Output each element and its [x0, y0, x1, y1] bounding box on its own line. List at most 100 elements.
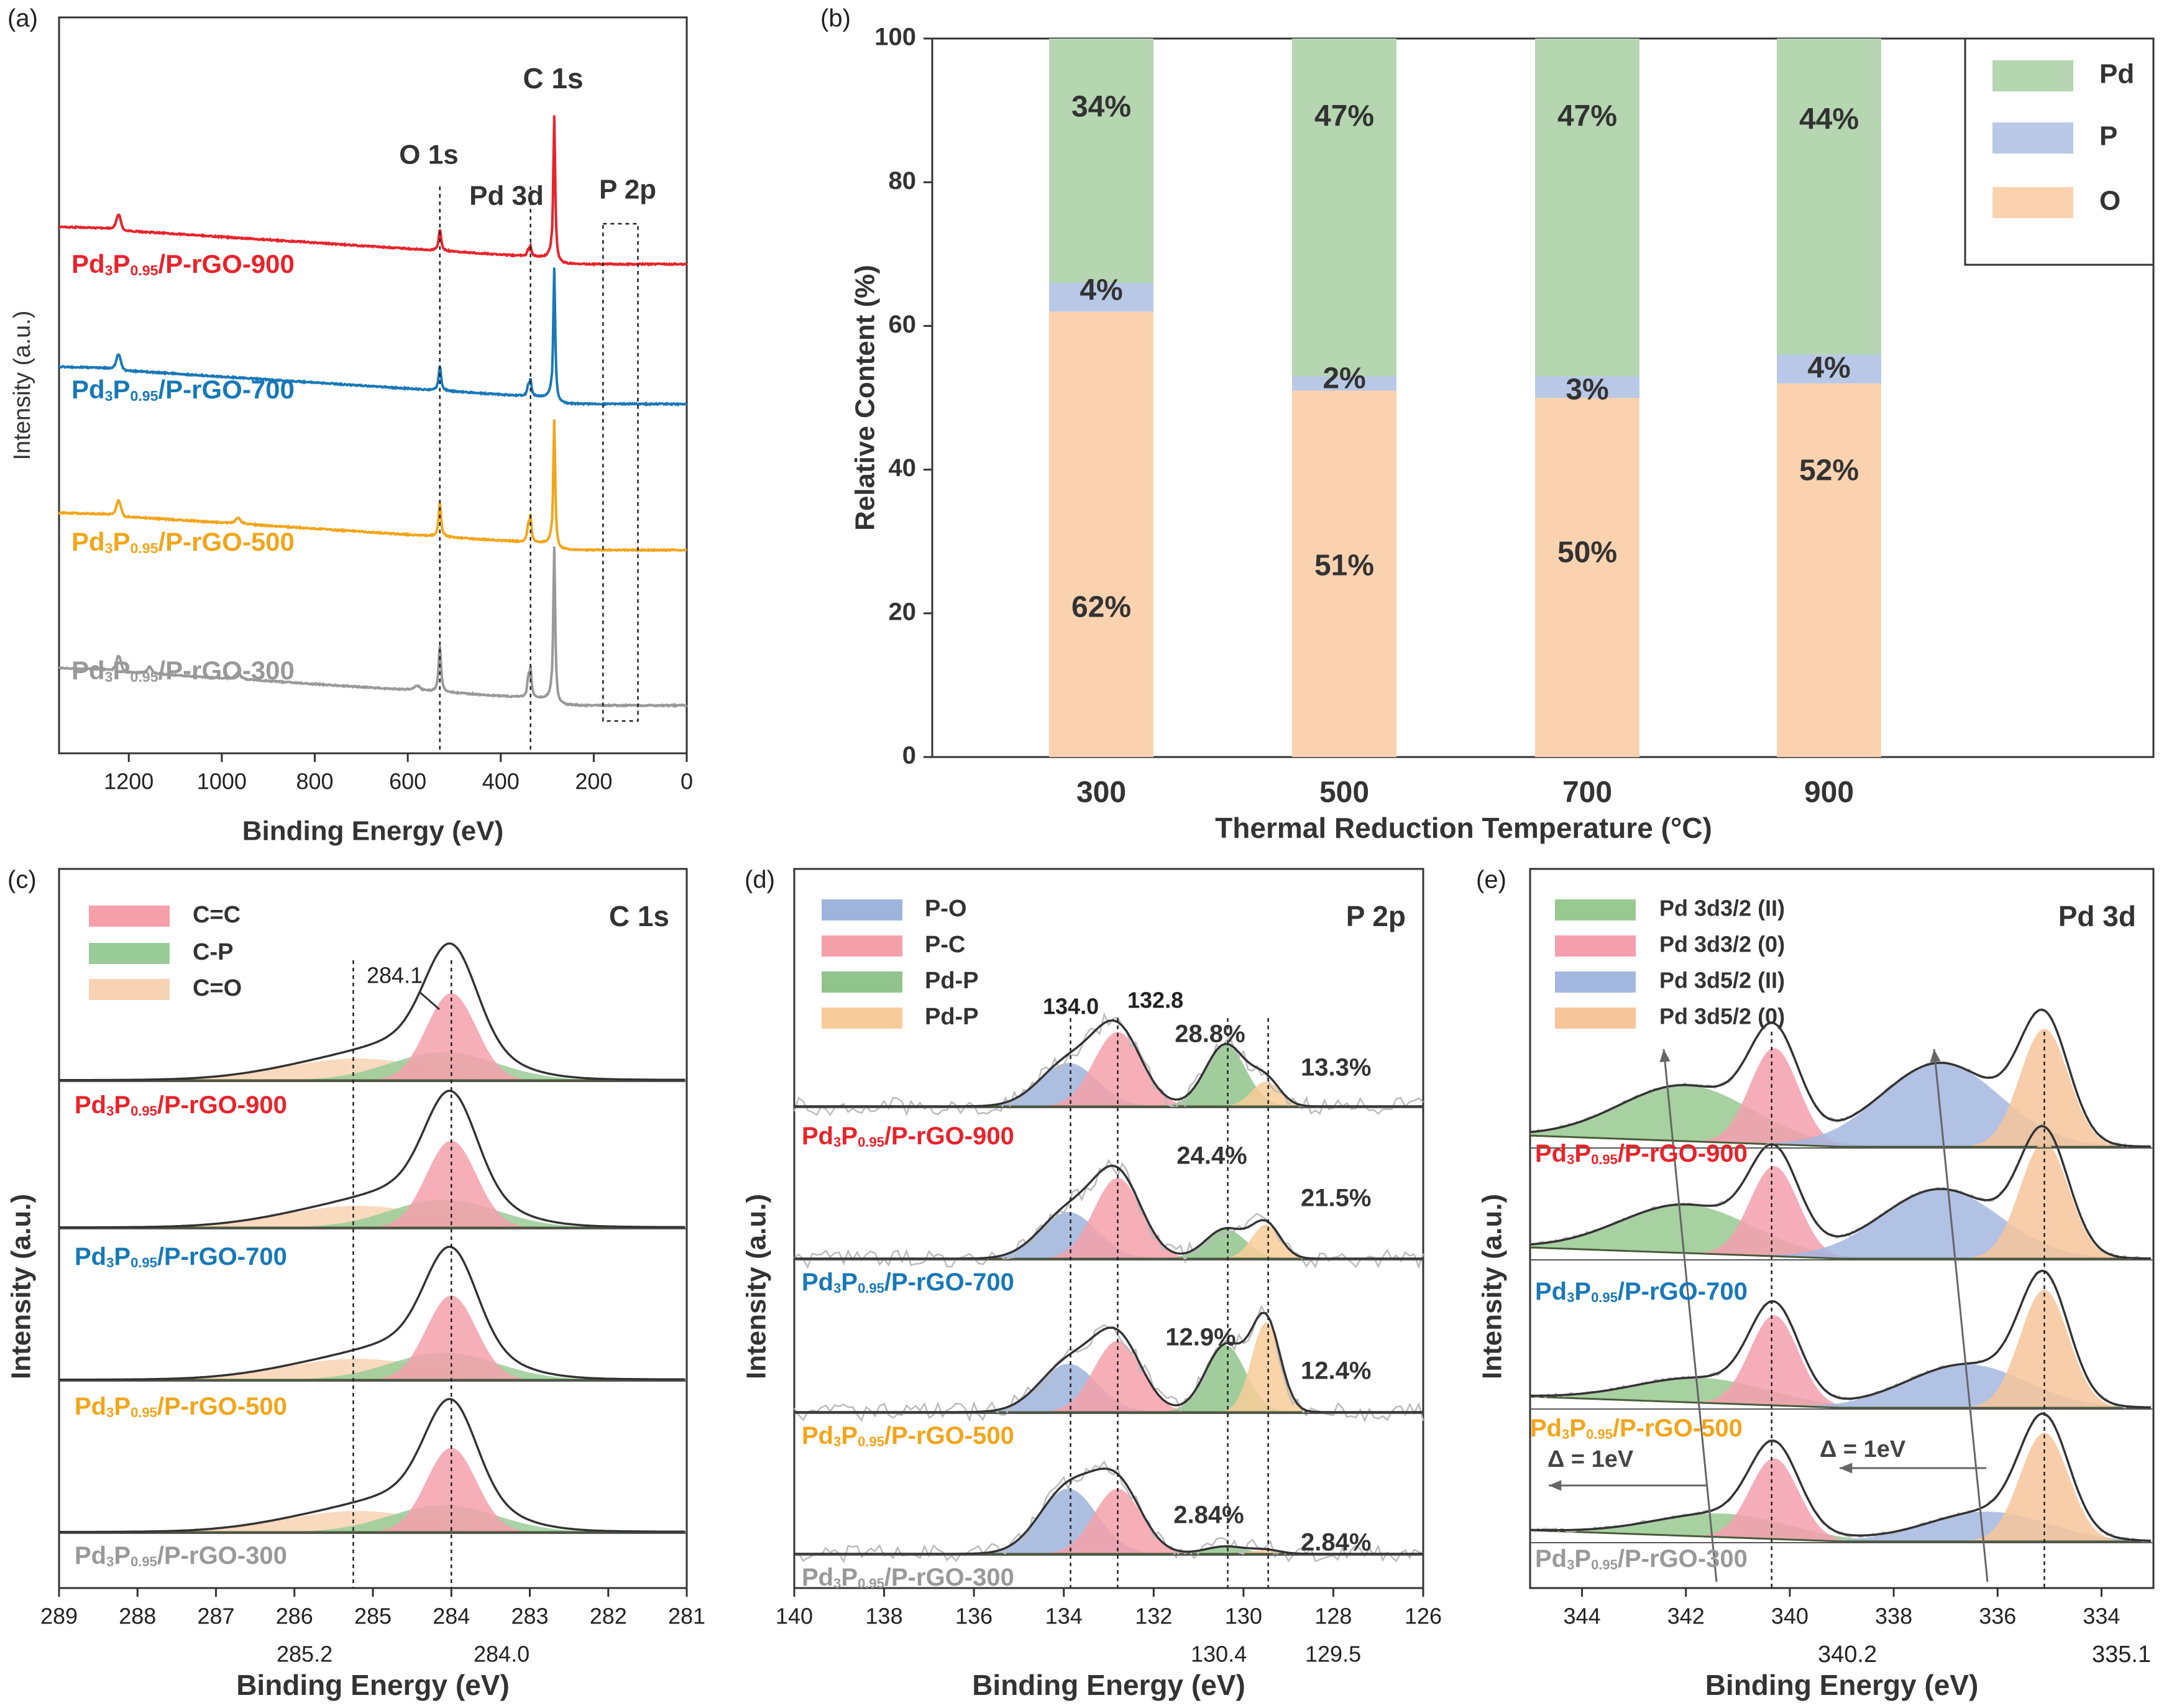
sample-label-part: 0.95 — [131, 1103, 157, 1119]
sample-label-part: 3 — [105, 540, 113, 556]
fit-envelope-line — [794, 1467, 1423, 1555]
legend-label-pdp1: Pd-P — [925, 968, 979, 994]
bar-value-label: 4% — [1807, 352, 1850, 385]
shift-label: Δ = 1eV — [1547, 1446, 1634, 1472]
x-tick-label: 138 — [866, 1604, 903, 1629]
sample-label-part: P — [1574, 1140, 1591, 1167]
y-axis-label: Intensity (a.u.) — [6, 1194, 37, 1379]
sample-label-part: 3 — [833, 1576, 841, 1591]
x-tick-label: 126 — [1405, 1604, 1442, 1629]
y-axis-label: Intensity (a.u.) — [9, 311, 35, 461]
sample-label-900: Pd3P0.95/P-rGO-900 — [75, 1091, 287, 1119]
component-pd52-0 — [1530, 1290, 2153, 1408]
peak-label-335-1: 335.1 — [2092, 1641, 2151, 1668]
bar-value-label: 47% — [1557, 100, 1617, 133]
legend-swatch-p — [1992, 122, 2073, 154]
plot-frame — [1529, 868, 2155, 1589]
y-tick-label: 60 — [889, 311, 917, 338]
x-tick-label: 700 — [1562, 776, 1612, 809]
component-pc — [794, 1341, 1423, 1412]
sample-label-700: Pd3P0.95/P-rGO-700 — [802, 1269, 1014, 1296]
sample-label-part: 0.95 — [131, 388, 158, 404]
x-tick-label: 500 — [1319, 776, 1369, 809]
sample-label-part: Pd — [1530, 1415, 1562, 1442]
legend-label-cc: C=C — [193, 902, 241, 928]
sample-label-part: 0.95 — [1591, 1290, 1618, 1305]
pdp-percentage-label: 2.84% — [1301, 1529, 1371, 1556]
sample-label-part: /P-rGO-900 — [1618, 1140, 1748, 1167]
x-tick-label: 283 — [511, 1604, 548, 1629]
sample-label-part: P — [841, 1564, 858, 1591]
bar-segment-pd — [1777, 39, 1881, 355]
component-pdp2 — [794, 1081, 1423, 1106]
pd3d-annotation: Pd 3d — [469, 181, 544, 211]
panel-title: P 2p — [1346, 900, 1406, 932]
panel-label-a: (a) — [7, 5, 38, 32]
y-axis-label: Intensity (a.u.) — [741, 1194, 772, 1379]
o1s-annotation: O 1s — [399, 140, 458, 170]
sample-label-700: Pd3P0.95/P-rGO-700 — [71, 375, 295, 404]
peak-label-285-2: 285.2 — [277, 1641, 332, 1667]
sample-label-part: 0.95 — [131, 1255, 157, 1270]
sample-label-300: Pd3P0.95/P-rGO-300 — [802, 1564, 1014, 1591]
x-axis-label: Binding Energy (eV) — [236, 1669, 510, 1701]
sample-label-part: 3 — [106, 1405, 114, 1420]
x-tick-label: 300 — [1076, 776, 1126, 809]
sample-label-900: Pd3P0.95/P-rGO-900 — [802, 1123, 1014, 1150]
x-tick-label: 1200 — [104, 769, 154, 794]
peak-label-129-5: 129.5 — [1305, 1641, 1361, 1667]
bar-segment-pd — [1535, 39, 1639, 377]
sample-label-part: Pd — [71, 375, 105, 404]
sample-label-900: Pd3P0.95/P-rGO-900 — [1535, 1140, 1748, 1167]
fit-envelope-line — [59, 1090, 685, 1229]
survey-spectrum-line — [58, 419, 687, 553]
x-tick-label: 288 — [119, 1604, 156, 1629]
x-tick-label: 0 — [681, 769, 693, 794]
x-tick-label: 200 — [575, 769, 612, 794]
sample-label-part: P — [114, 1393, 131, 1420]
sample-label-part: 3 — [105, 669, 113, 685]
x-tick-label: 130 — [1225, 1604, 1262, 1629]
legend-swatch-pc — [822, 935, 902, 957]
panel-label: (d) — [745, 866, 775, 894]
sample-label-part: 3 — [1567, 1290, 1574, 1305]
x-tick-label: 286 — [276, 1604, 313, 1629]
survey-spectrum-line — [58, 115, 688, 267]
legend-swatch-po — [822, 899, 902, 921]
sample-label-part: Pd — [75, 1393, 106, 1420]
component-pd52-0 — [1530, 1142, 2153, 1259]
peak-label-340-2: 340.2 — [1818, 1641, 1877, 1668]
sample-label-500: Pd3P0.95/P-rGO-500 — [71, 527, 295, 556]
legend-label-o: O — [2099, 186, 2120, 216]
x-tick-label: 132 — [1135, 1604, 1172, 1629]
legend-swatch-pdp1 — [822, 971, 902, 993]
sample-label-part: 0.95 — [858, 1134, 884, 1150]
sample-label-part: 0.95 — [131, 1554, 157, 1569]
x-tick-label: 1000 — [197, 769, 247, 794]
bar-segment-pd — [1292, 39, 1396, 377]
fit-envelope-line — [794, 1164, 1423, 1260]
sample-label-part: 3 — [106, 1554, 114, 1569]
trend-arrow-head — [1930, 1049, 1941, 1063]
sample-label-part: Pd — [71, 527, 105, 556]
sample-label-part: /P-rGO-900 — [884, 1123, 1014, 1150]
y-tick-label: 40 — [889, 454, 917, 482]
sample-label-part: Pd — [71, 656, 105, 685]
y-axis-label: Relative Content (%) — [850, 265, 881, 531]
sample-label-part: /P-rGO-500 — [158, 527, 294, 556]
legend-label-pd52ii: Pd 3d5/2 (II) — [1659, 968, 1785, 993]
pdp-percentage-label: 28.8% — [1175, 1021, 1245, 1048]
sample-label-part: Pd — [802, 1269, 833, 1296]
legend-label-pd52_0: Pd 3d5/2 (0) — [1659, 1004, 1785, 1029]
fit-envelope-line — [794, 1019, 1423, 1108]
pdp-percentage-label: 21.5% — [1301, 1185, 1371, 1212]
x-tick-label: 342 — [1667, 1604, 1705, 1629]
component-pc — [794, 1178, 1423, 1259]
bar-value-label: 51% — [1314, 549, 1374, 582]
peak-label-284-0: 284.0 — [474, 1641, 530, 1667]
shift-arrow-head — [1549, 1480, 1562, 1491]
p2p-annotation: P 2p — [599, 175, 656, 205]
sample-label-part: P — [113, 375, 131, 404]
legend-label-po: P-O — [925, 896, 967, 922]
c1s-annotation: C 1s — [523, 62, 583, 94]
